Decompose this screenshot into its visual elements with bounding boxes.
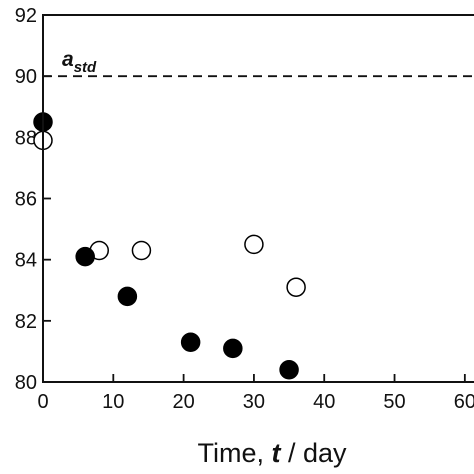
open-data-point — [244, 234, 264, 255]
open-data-point — [131, 240, 152, 261]
x-tick-label: 40 — [313, 391, 335, 413]
astd-annotation: astd — [62, 48, 97, 76]
x-tick-label: 0 — [37, 391, 48, 413]
plot-frame — [42, 14, 474, 383]
x-tick-label: 20 — [172, 391, 194, 413]
open-data-point — [286, 277, 306, 297]
points-layer — [33, 112, 306, 380]
y-tick-label: 88 — [15, 127, 37, 149]
y-tick-label: 82 — [15, 311, 37, 333]
filled-data-point — [180, 332, 201, 352]
x-tick-label: 60 — [454, 391, 474, 413]
x-tick-label: 10 — [102, 391, 124, 413]
x-axis-title: Time, t / day — [197, 438, 347, 468]
y-tick-label: 80 — [15, 372, 37, 394]
filled-data-point — [117, 286, 138, 307]
y-tick-label: 84 — [15, 250, 37, 272]
y-tick-label: 92 — [15, 5, 37, 27]
x-tick-label: 30 — [243, 391, 265, 413]
ticks-layer: 0 10 20 30 40 50 60 80 82 84 86 88 90 92 — [15, 5, 474, 413]
filled-data-point — [75, 246, 95, 267]
x-tick-label: 50 — [383, 391, 405, 413]
y-tick-label: 90 — [15, 66, 37, 88]
y-tick-label: 86 — [15, 189, 37, 211]
filled-data-point — [223, 338, 243, 359]
filled-data-point — [279, 360, 299, 380]
